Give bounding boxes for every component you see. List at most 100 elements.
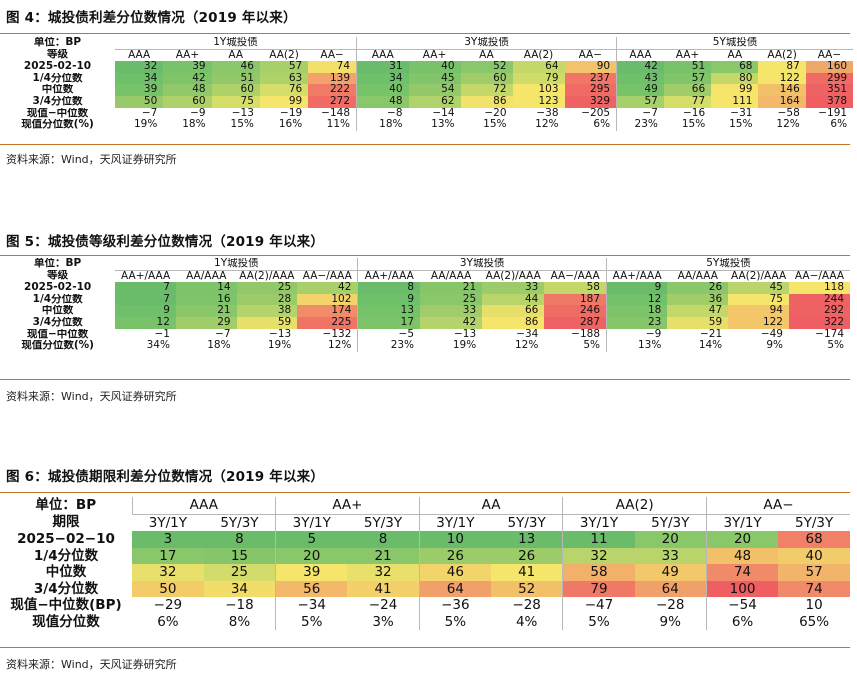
table-cell: 15%: [729, 119, 753, 131]
table-cell: 99: [711, 84, 759, 96]
table-row: 2025−02−10 3 8 5 8 10 13 11 20 20 68: [0, 531, 851, 548]
table-cell: 60: [460, 72, 513, 85]
table-cell: 52: [491, 580, 563, 597]
table-cell: 80: [711, 72, 759, 85]
table-cell: 20: [275, 547, 348, 564]
row-label: 现值分位数: [32, 613, 100, 630]
table-cell: 14%: [698, 340, 723, 352]
table-cell: 12: [606, 293, 668, 306]
unit-label: 单位：BP: [35, 497, 97, 514]
row-label: 中位数: [45, 564, 87, 580]
row-label: 3/4分位数: [33, 580, 99, 597]
table-cell: 42: [420, 316, 483, 329]
table-cell: 12%: [328, 340, 352, 352]
group-header-3y: 3Y城投债: [357, 258, 607, 271]
table-cell: 79: [512, 72, 565, 85]
table-cell: 13: [357, 305, 421, 317]
table-cell: −21: [699, 328, 723, 340]
table-cell: 51: [663, 61, 712, 73]
table-cell: 45: [408, 72, 461, 85]
table-cell: 48: [163, 84, 212, 96]
table-cell: −58: [777, 107, 800, 119]
column-header: AAA: [356, 49, 409, 62]
table-cell: 59: [667, 316, 729, 329]
table-cell: 57: [778, 564, 851, 581]
table-cell: 222: [308, 84, 357, 96]
table-cell: −188: [571, 328, 600, 340]
table-cell: 23%: [357, 340, 421, 352]
column-header: 5Y/3Y: [794, 514, 834, 531]
table-cell: 99: [259, 95, 309, 108]
table-cell: 34: [203, 580, 276, 597]
table-cell: 64: [418, 580, 491, 597]
table-cell: 33: [634, 547, 707, 564]
table-cell: 42: [297, 282, 358, 294]
table-cell: −36: [418, 597, 491, 614]
table-cell: −47: [562, 597, 635, 614]
table-cell: 74: [705, 564, 779, 581]
table-cell: 58: [562, 564, 635, 581]
table-cell: −16: [683, 107, 706, 119]
table-cell: 25: [236, 282, 298, 294]
table-cell: 68: [778, 531, 851, 548]
table-cell: 34%: [146, 340, 170, 352]
unit-label: 单位：BP: [34, 258, 82, 270]
table-cell: −7: [141, 107, 158, 119]
table-cell: 15%: [483, 119, 507, 131]
table-cell: 10: [418, 531, 491, 548]
table-cell: 100: [705, 580, 779, 597]
table-cell: 7: [115, 282, 176, 294]
table-cell: −8: [356, 107, 409, 120]
table-cell: 4%: [515, 613, 538, 630]
column-header: AA−/AAA: [550, 270, 600, 282]
table-cell: 9%: [659, 613, 681, 630]
row-label: 1/4分位数: [33, 547, 99, 564]
column-header: 3Y/1Y: [275, 514, 348, 531]
column-header: 5Y/3Y: [651, 514, 690, 531]
table-cell: 49: [634, 564, 707, 581]
column-header: 3Y/1Y: [418, 514, 491, 531]
table-cell: 32: [562, 547, 635, 564]
row-label: 现值−中位数(BP): [10, 597, 122, 613]
row-label: 现值分位数(%): [21, 340, 94, 352]
table-cell: 39: [275, 564, 348, 581]
table-cell: 25: [420, 293, 483, 306]
table-row: 现值−中位数 −7 −9 −13 −19 −148 −8 −14 −20 −38 −205 −7 −16…: [0, 107, 853, 120]
table-cell: 29: [175, 316, 237, 329]
table-cell: −29: [153, 597, 183, 613]
table-cell: 187: [544, 293, 607, 306]
table-cell: 3: [132, 531, 204, 548]
table-cell: 295: [564, 84, 617, 96]
table-cell: 11%: [326, 119, 351, 131]
table-cell: 13%: [606, 340, 668, 352]
table-cell: 47: [667, 305, 729, 317]
table-cell: 41: [491, 564, 563, 581]
table-cell: −148: [321, 107, 351, 119]
table-cell: −31: [730, 107, 753, 119]
figure-5-source: 资料来源：Wind，天风证券研究所: [6, 390, 177, 403]
row-label: 3/4分位数: [32, 316, 83, 328]
table-cell: 9: [606, 282, 668, 294]
table-cell: −24: [368, 597, 398, 613]
table-cell: 38: [236, 305, 298, 317]
table-cell: 8: [347, 531, 420, 548]
table-cell: 122: [758, 72, 806, 85]
table-row: 现值分位数(%) 34% 18% 19% 12% 23% 19% 12% 5% 13% 14% 9% 5…: [0, 340, 850, 352]
table-cell: −7: [616, 107, 664, 120]
row-label: 中位数: [41, 84, 74, 96]
table-cell: 59: [236, 316, 298, 329]
table-row: 3/4分位数 12 29 59 225 17 42 86 287 23 59 122 322: [0, 316, 850, 329]
table-cell: 57: [259, 61, 309, 73]
table-row: 现值−中位数(BP) −29 −18 −34 −24 −36 −28 −47 −28 −54 10: [0, 597, 850, 614]
table-cell: 123: [512, 95, 565, 108]
table-cell: 5%: [418, 613, 491, 630]
row-label: 2025-02-10: [23, 61, 92, 73]
row-label: 现值分位数(%): [21, 119, 94, 131]
table-cell: 26: [667, 282, 729, 294]
table-cell: −19: [280, 107, 303, 119]
table-cell: 122: [728, 316, 789, 329]
row-label: 2025−02−10: [17, 531, 115, 547]
table-cell: 86: [482, 316, 545, 329]
table-cell: 32: [347, 564, 420, 581]
table-cell: 45: [728, 282, 789, 294]
